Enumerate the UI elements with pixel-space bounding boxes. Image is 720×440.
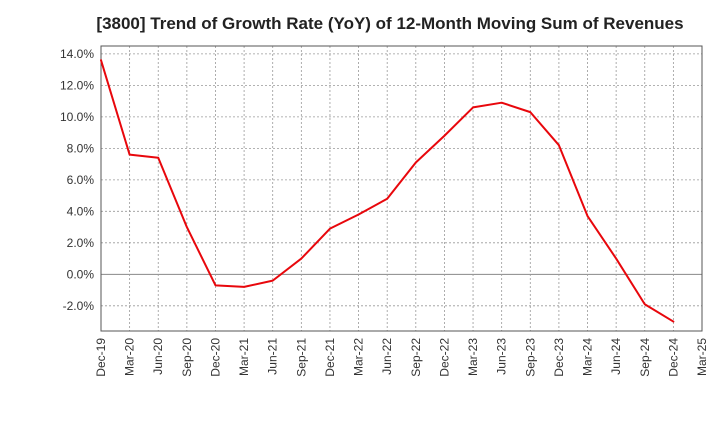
x-tick-label: Mar-25 (695, 338, 709, 376)
x-tick-label: Sep-24 (638, 338, 652, 377)
y-tick-label: 6.0% (67, 173, 95, 187)
x-tick-label: Dec-23 (552, 338, 566, 377)
x-tick-label: Mar-20 (123, 338, 137, 376)
y-tick-label: 8.0% (67, 141, 95, 155)
x-tick-label: Dec-22 (437, 338, 451, 377)
y-tick-label: 0.0% (67, 267, 95, 281)
y-tick-label: 2.0% (67, 236, 95, 250)
x-tick-label: Jun-23 (495, 338, 509, 375)
x-tick-label: Dec-24 (666, 338, 680, 377)
plot-border (100, 45, 703, 332)
x-tick-label: Dec-20 (208, 338, 222, 377)
x-tick-label: Dec-19 (94, 338, 108, 377)
x-tick-label: Mar-23 (466, 338, 480, 376)
y-tick-label: 12.0% (60, 78, 94, 92)
x-tick-label: Sep-22 (409, 338, 423, 377)
x-tick-label: Mar-24 (581, 338, 595, 376)
x-tick-label: Jun-22 (380, 338, 394, 375)
x-tick-label: Jun-21 (266, 338, 280, 375)
x-tick-label: Jun-24 (609, 338, 623, 375)
x-tick-label: Jun-20 (151, 338, 165, 375)
chart-title: [3800] Trend of Growth Rate (YoY) of 12-… (96, 14, 684, 33)
x-tick-label: Mar-22 (352, 338, 366, 376)
x-tick-label: Sep-20 (180, 338, 194, 377)
plot-area (101, 46, 702, 331)
y-tick-label: 4.0% (67, 204, 95, 218)
x-tick-label: Dec-21 (323, 338, 337, 377)
y-tick-label: 14.0% (60, 47, 94, 61)
x-tick-label: Sep-21 (294, 338, 308, 377)
y-tick-label: -2.0% (63, 299, 95, 313)
x-tick-label: Sep-23 (523, 338, 537, 377)
series-line (100, 59, 675, 323)
x-tick-label: Mar-21 (237, 338, 251, 376)
y-tick-label: 10.0% (60, 110, 94, 124)
